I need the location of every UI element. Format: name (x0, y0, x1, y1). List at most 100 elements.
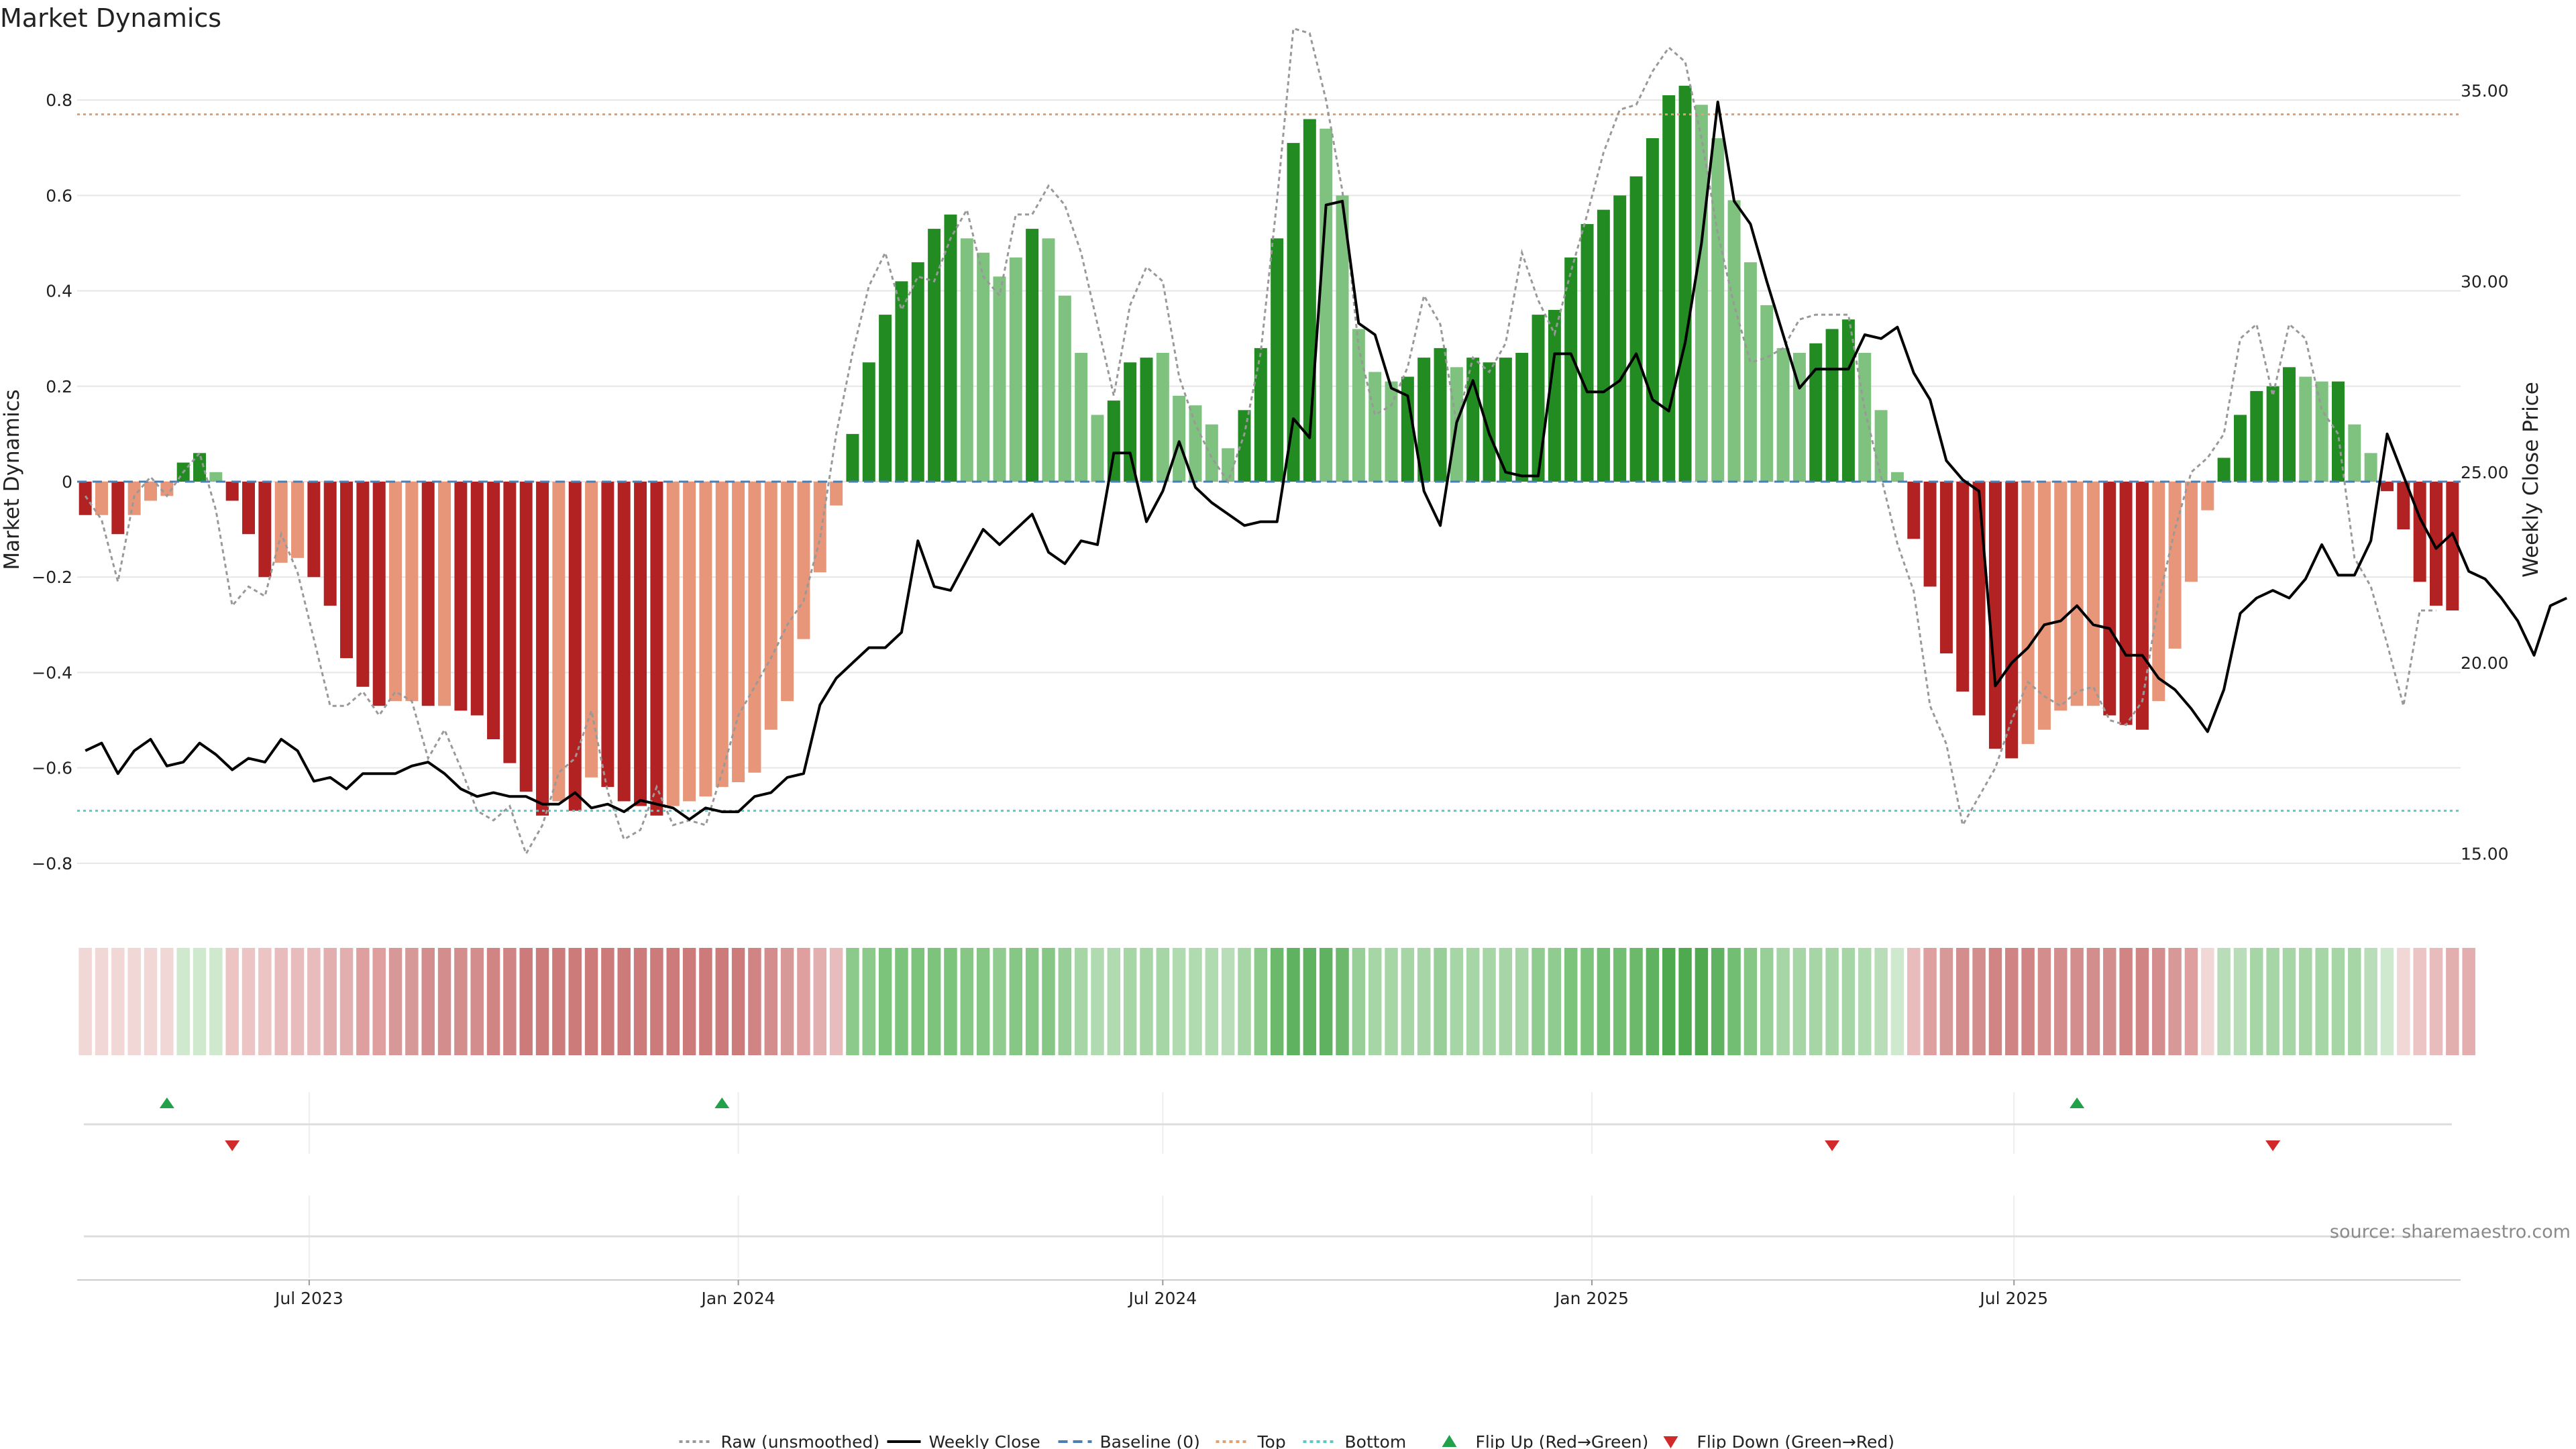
heat-strip-cell (2282, 948, 2296, 1055)
dynamics-bar (1091, 415, 1104, 482)
heat-strip-cell (2201, 948, 2214, 1055)
dynamics-bar (1613, 195, 1627, 482)
dynamics-bar (911, 262, 924, 482)
legend-item: Flip Up (Red→Green) (1442, 1432, 1648, 1449)
dynamics-bar (1711, 138, 1725, 482)
heat-strip-cell (1613, 948, 1627, 1055)
heat-strip-cell (846, 948, 859, 1055)
heat-strip-cell (862, 948, 876, 1055)
heat-strip-cell (127, 948, 141, 1055)
dynamics-bars (78, 85, 2459, 816)
heat-strip-cell (568, 948, 582, 1055)
left-tick-label: −0.2 (32, 568, 72, 587)
heat-strip-cell (176, 948, 190, 1055)
heat-strip-cell (650, 948, 663, 1055)
dynamics-bar (340, 482, 354, 659)
heat-strip-cell (1140, 948, 1153, 1055)
dynamics-bar (2103, 482, 2116, 716)
heat-strip (78, 948, 2475, 1055)
heat-strip-cell (944, 948, 957, 1055)
dynamics-bar (1760, 305, 1774, 482)
heat-strip-cell (323, 948, 337, 1055)
heat-strip-cell (1792, 948, 1807, 1055)
heat-strip-cell (2054, 948, 2068, 1055)
heat-strip-cell (584, 948, 598, 1055)
heat-strip-cell (813, 948, 827, 1055)
heat-strip-cell (829, 948, 843, 1055)
dynamics-bar (2168, 482, 2182, 649)
dynamics-bar (1580, 224, 1594, 482)
dynamics-bar (291, 482, 305, 558)
dynamics-bar (2364, 453, 2377, 482)
heat-strip-cell (1907, 948, 1921, 1055)
heat-strip-cell (1858, 948, 1872, 1055)
legend-label: Baseline (0) (1100, 1432, 1200, 1449)
dynamics-bar (2054, 482, 2068, 711)
heat-strip-cell (1841, 948, 1856, 1055)
dynamics-bar (1988, 482, 2002, 749)
heat-strip-cell (682, 948, 696, 1055)
empty-panel (84, 1195, 2452, 1278)
dynamics-bar (830, 482, 843, 506)
heat-strip-cell (1874, 948, 1888, 1055)
dynamics-bar (519, 482, 533, 792)
dynamics-bar (2201, 482, 2214, 511)
heat-strip-cell (2462, 948, 2475, 1055)
heat-strip-cell (1466, 948, 1480, 1055)
dynamics-bar (1271, 238, 1284, 482)
x-tick-label: Jul 2024 (1127, 1289, 1197, 1308)
right-axis-ticks: 15.00 20.00 25.00 30.00 35.00 (2461, 81, 2509, 864)
dynamics-bar (1434, 347, 1447, 482)
dynamics-bar (552, 482, 566, 802)
dynamics-bar (634, 482, 647, 806)
heat-strip-cell (976, 948, 990, 1055)
dynamics-bar (1124, 362, 1137, 482)
heat-strip-cell (1417, 948, 1431, 1055)
dynamics-bar (1972, 482, 1986, 716)
dynamics-bar (2430, 482, 2443, 606)
heat-strip-cell (2299, 948, 2312, 1055)
dynamics-bar (1629, 176, 1643, 482)
left-tick-label: 0.8 (46, 91, 72, 110)
heat-strip-cell (552, 948, 566, 1055)
dynamics-bar (389, 482, 402, 702)
left-tick-label: −0.6 (32, 759, 72, 778)
dynamics-bar (1499, 358, 1512, 482)
dynamics-bar (2233, 415, 2247, 482)
dynamics-bar (1874, 410, 1888, 482)
dynamics-bar (1009, 257, 1022, 482)
dynamics-bar (111, 482, 125, 535)
heat-strip-cell (1352, 948, 1366, 1055)
dynamics-bar (879, 315, 892, 482)
heat-strip-cell (1580, 948, 1594, 1055)
dynamics-bar (1140, 358, 1153, 482)
dynamics-bar (1662, 95, 1676, 482)
heat-strip-cell (1123, 948, 1137, 1055)
heat-strip-cell (2037, 948, 2051, 1055)
legend-label: Raw (unsmoothed) (721, 1432, 880, 1449)
dynamics-bar (1907, 482, 1921, 539)
heat-strip-cell (1629, 948, 1643, 1055)
dynamics-bar (1401, 376, 1414, 482)
legend-item: Flip Down (Green→Red) (1663, 1432, 1894, 1449)
dynamics-bar (977, 252, 990, 482)
heat-strip-cell (1303, 948, 1317, 1055)
dynamics-bar (1417, 358, 1431, 482)
heat-strip-cell (878, 948, 892, 1055)
legend-label: Bottom (1345, 1432, 1407, 1449)
dynamics-bar (1189, 405, 1202, 482)
heat-strip-cell (1548, 948, 1562, 1055)
heat-strip-cell (2184, 948, 2198, 1055)
flip-up-marker (2070, 1097, 2085, 1108)
heat-strip-cell (437, 948, 451, 1055)
heat-strip-cell (1825, 948, 1839, 1055)
right-tick-label: 25.00 (2461, 463, 2509, 482)
dynamics-bar (1385, 381, 1398, 482)
dynamics-bar (487, 482, 500, 739)
right-tick-label: 15.00 (2461, 845, 2509, 864)
heat-strip-cell (2429, 948, 2443, 1055)
x-tick-label: Jul 2025 (1978, 1289, 2048, 1308)
heat-strip-cell (2446, 948, 2459, 1055)
heat-strip-cell (1025, 948, 1039, 1055)
